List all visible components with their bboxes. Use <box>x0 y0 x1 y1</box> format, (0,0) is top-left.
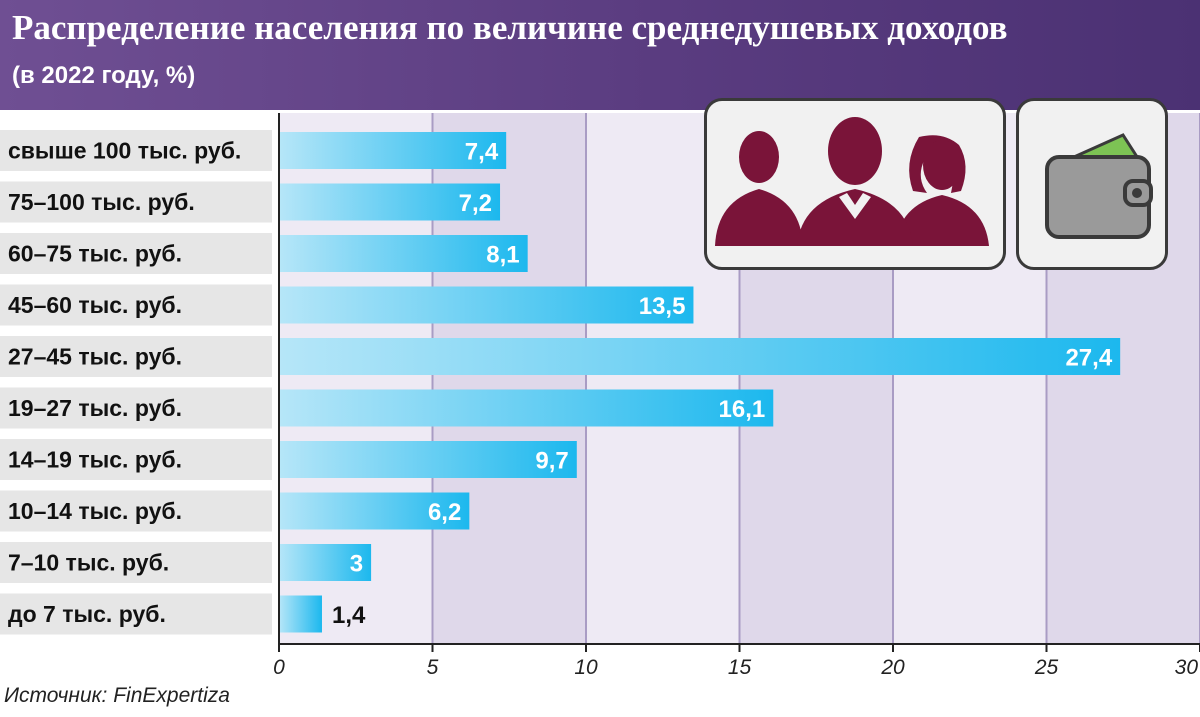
category-cell <box>0 593 272 635</box>
wallet-icon <box>1045 133 1153 239</box>
data-label: 27,4 <box>1065 345 1112 372</box>
data-label: 1,4 <box>332 602 366 629</box>
category-cell <box>0 490 272 532</box>
category-label: свыше 100 тыс. руб. <box>8 138 241 164</box>
x-tick-label: 10 <box>574 656 598 679</box>
data-label: 7,4 <box>465 139 499 166</box>
chart-subtitle: (в 2022 году, %) <box>12 62 196 89</box>
category-cell <box>0 439 272 480</box>
data-label: 8,1 <box>486 242 519 269</box>
bar <box>279 235 528 272</box>
category-label: 75–100 тыс. руб. <box>8 189 195 215</box>
data-label: 13,5 <box>639 293 686 320</box>
x-tick-label: 5 <box>427 656 439 679</box>
people-icon-box <box>704 98 1006 270</box>
wallet-icon-box <box>1016 98 1168 270</box>
data-label: 16,1 <box>719 396 766 423</box>
x-tick-label: 30 <box>1175 656 1199 679</box>
category-label: 60–75 тыс. руб. <box>8 241 182 267</box>
bar <box>279 492 470 530</box>
x-tick-label: 0 <box>273 656 285 679</box>
category-label: 7–10 тыс. руб. <box>8 550 169 576</box>
x-tick-label: 25 <box>1034 656 1059 679</box>
data-label: 6,2 <box>428 499 461 526</box>
category-label: 14–19 тыс. руб. <box>8 447 182 473</box>
category-cell <box>0 181 272 223</box>
category-label: 27–45 тыс. руб. <box>8 344 182 370</box>
category-cell <box>0 284 272 326</box>
data-label: 7,2 <box>459 190 492 217</box>
category-cell <box>0 387 272 429</box>
bar <box>279 132 507 169</box>
category-label: до 7 тыс. руб. <box>8 601 166 627</box>
category-cell <box>0 233 272 274</box>
data-label: 3 <box>350 551 363 578</box>
bar <box>279 389 774 427</box>
chart-title: Распределение населения по величине сред… <box>12 8 1008 47</box>
category-cell <box>0 542 272 583</box>
data-label: 9,7 <box>535 448 568 475</box>
bar <box>279 183 501 221</box>
bar <box>279 286 694 324</box>
source-note: Источник: FinExpertiza <box>4 684 230 707</box>
category-cell <box>0 336 272 377</box>
category-cell <box>0 130 272 171</box>
bar <box>279 595 322 633</box>
category-label: 10–14 тыс. руб. <box>8 498 182 524</box>
category-label: 19–27 тыс. руб. <box>8 395 182 421</box>
bar <box>279 338 1121 375</box>
bar <box>279 441 577 478</box>
header-banner: Распределение населения по величине сред… <box>0 0 1200 110</box>
x-tick-label: 20 <box>880 656 905 679</box>
category-label: 45–60 тыс. руб. <box>8 292 182 318</box>
x-tick-label: 15 <box>728 656 752 679</box>
bar <box>279 544 372 581</box>
people-group-icon <box>715 117 989 246</box>
